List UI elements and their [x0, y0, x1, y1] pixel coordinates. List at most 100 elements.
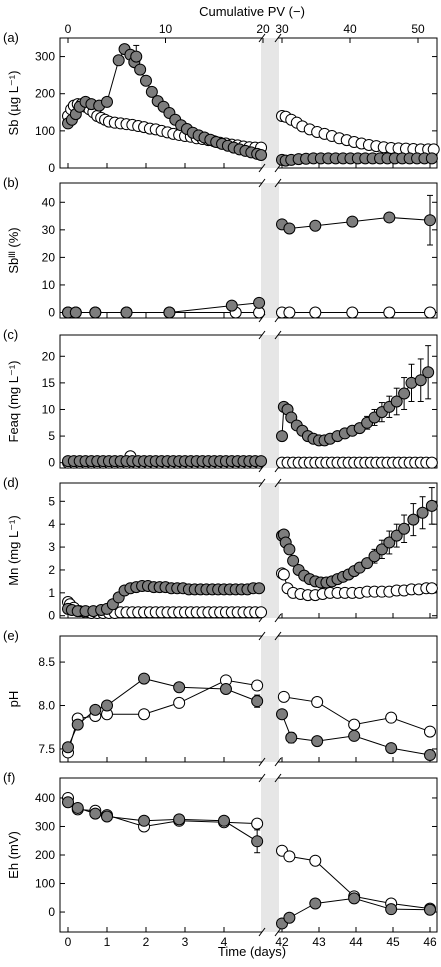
y-tick-label: 0: [48, 305, 55, 319]
bottom-tick-label: 44: [349, 935, 363, 949]
left-frame: [59, 635, 262, 763]
y-tick-label: 300: [35, 819, 55, 833]
data-point-filled: [311, 735, 324, 748]
data-point-open: [424, 306, 436, 319]
panel-a: 0 100 200 300 (a) Sb (µg L⁻¹): [3, 30, 440, 175]
break-mark: [258, 330, 266, 340]
data-point-open: [348, 718, 361, 731]
left-frame: [59, 334, 262, 469]
y-axis-label: Eh (mV): [6, 831, 21, 879]
bottom-tick-label: 4: [221, 935, 228, 949]
bottom-tick-label: 3: [182, 935, 189, 949]
y-tick-label: 5: [48, 494, 55, 508]
left-frame: [59, 777, 262, 933]
axis-break-band: [261, 778, 279, 932]
bottom-tick-label: 2: [143, 935, 150, 949]
break-mark: [274, 757, 282, 767]
break-mark: [274, 773, 282, 783]
data-point-filled: [173, 813, 186, 826]
y-tick-label: 30: [42, 223, 56, 237]
data-point-filled: [283, 222, 296, 235]
bottom-tick-label: 42: [275, 935, 289, 949]
top-tick-label: 50: [411, 22, 425, 36]
data-point-filled: [138, 672, 151, 685]
y-tick-label: 3: [48, 540, 55, 554]
data-point-filled: [361, 557, 374, 570]
top-tick-label: 40: [343, 22, 357, 36]
data-point-open: [425, 582, 438, 595]
data-point-filled: [385, 903, 398, 916]
top-tick-label: 10: [159, 22, 173, 36]
data-point-filled: [251, 695, 264, 708]
data-point-filled: [390, 395, 403, 408]
data-point-open: [173, 696, 186, 709]
data-point-filled: [101, 95, 113, 108]
top-axis-label: Cumulative PV (−): [199, 4, 305, 19]
y-tick-label: 100: [35, 877, 55, 891]
data-point-open: [311, 696, 324, 709]
y-tick-label: 200: [35, 87, 55, 101]
data-point-filled: [255, 455, 268, 468]
data-point-filled: [287, 554, 300, 567]
y-axis-label: Sbᴵᴵᴵ (%): [6, 227, 21, 273]
right-frame: [278, 482, 438, 619]
data-point-filled: [140, 74, 152, 87]
data-point-open: [309, 854, 322, 867]
data-point-filled: [89, 703, 102, 716]
data-point-filled: [285, 731, 298, 744]
data-point-filled: [383, 536, 396, 549]
data-point-filled: [163, 306, 176, 319]
y-tick-label: 0: [48, 161, 55, 175]
top-tick-label: 0: [65, 22, 72, 36]
data-point-filled: [425, 499, 438, 512]
right-frame: [278, 635, 438, 763]
data-point-filled: [253, 582, 266, 595]
y-tick-label: 20: [42, 250, 56, 264]
data-point-filled: [348, 729, 361, 742]
data-point-filled: [390, 529, 403, 542]
data-point-open: [424, 725, 436, 738]
data-point-filled: [424, 214, 436, 227]
axis-break-band: [261, 483, 279, 618]
data-point-filled: [138, 814, 151, 827]
data-point-filled: [276, 430, 288, 443]
bottom-tick-label: 1: [104, 935, 111, 949]
data-point-filled: [368, 550, 381, 563]
axis-break-band: [261, 335, 279, 468]
data-point-filled: [173, 681, 186, 694]
break-mark: [274, 330, 282, 340]
data-point-filled: [253, 296, 266, 309]
y-tick-label: 7.5: [38, 742, 55, 756]
data-point-open: [251, 679, 264, 692]
y-tick-label: 10: [42, 278, 56, 292]
panel-f: 0 100 200 300 400 (f) Eh (mV): [3, 770, 438, 937]
data-point-open: [309, 306, 322, 319]
panel-b: 0 10 20 30 40 (b) Sbᴵᴵᴵ (%): [3, 175, 438, 323]
data-point-filled: [62, 741, 74, 754]
data-point-filled: [414, 374, 427, 387]
axis-break-band: [261, 38, 279, 168]
data-point-filled: [101, 699, 113, 712]
break-mark: [274, 478, 282, 488]
y-tick-label: 4: [48, 517, 55, 531]
y-tick-label: 2: [48, 563, 55, 577]
data-point-open: [255, 606, 268, 619]
data-point-filled: [218, 814, 230, 827]
y-tick-label: 20: [42, 349, 56, 363]
axis-break-band: [261, 183, 279, 318]
break-mark: [258, 33, 266, 43]
data-point-filled: [398, 522, 411, 535]
panel-letter: (e): [3, 628, 19, 643]
y-axis-label: Mn (mg L⁻¹): [6, 515, 21, 585]
panel-letter: (a): [3, 30, 19, 45]
break-mark: [258, 178, 266, 188]
break-mark: [258, 927, 266, 937]
data-point-open: [138, 708, 151, 721]
data-point-filled: [69, 306, 82, 319]
data-point-filled: [346, 215, 359, 228]
y-tick-label: 40: [42, 195, 56, 209]
data-point-filled: [251, 835, 264, 848]
data-point-filled: [424, 749, 436, 762]
panel-letter: (f): [3, 770, 15, 785]
